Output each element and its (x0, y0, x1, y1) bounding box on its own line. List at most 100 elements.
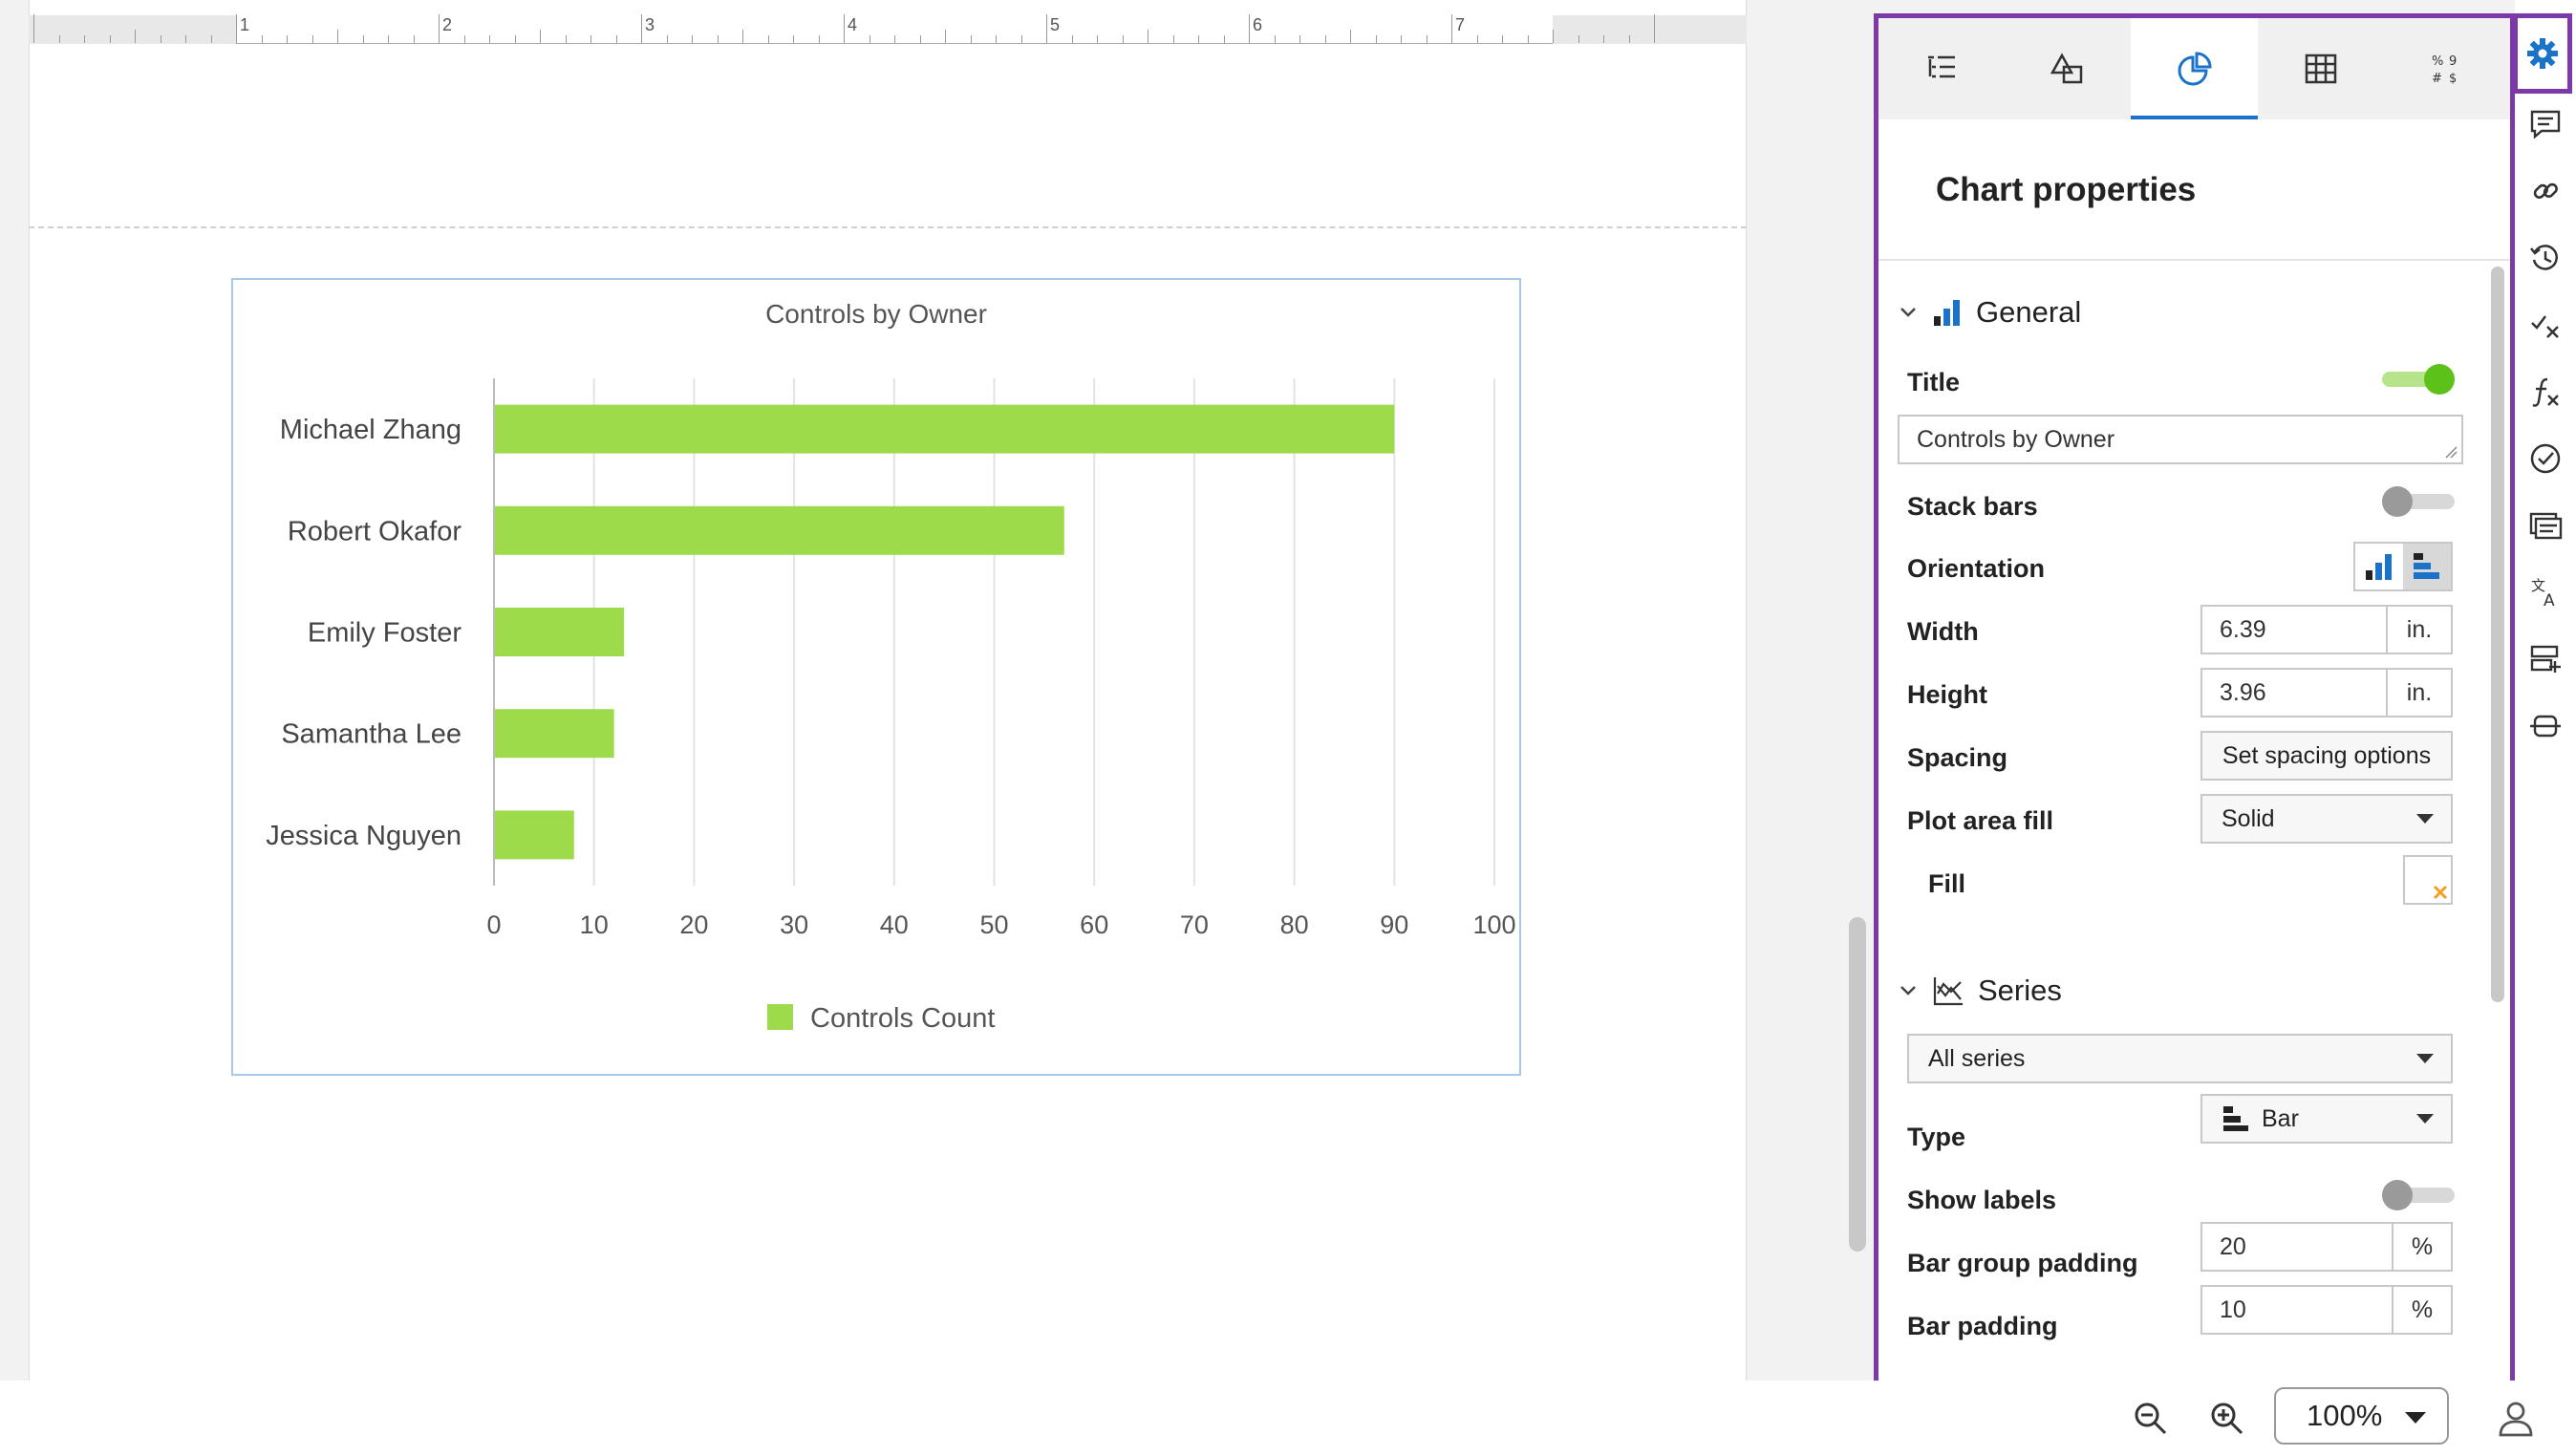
spacing-label: Spacing (1907, 743, 2008, 772)
header-boundary (29, 226, 1747, 228)
panel-divider (1878, 259, 2510, 261)
ruler-right-margin[interactable] (1553, 15, 1747, 44)
ruler-tick (641, 14, 642, 43)
zoom-out-button[interactable] (2127, 1395, 2175, 1443)
bar-padding-input[interactable]: 10 (2200, 1285, 2394, 1335)
chart-object[interactable]: Controls by Owner 0 10 20 30 40 50 60 70 80 90 100 M… (231, 278, 1521, 1076)
ruler-tick (894, 35, 895, 43)
general-section-header[interactable]: General (1898, 295, 2081, 330)
line-chart-icon (1933, 977, 1963, 1006)
ruler-tick (109, 35, 111, 43)
height-input[interactable]: 3.96 (2200, 668, 2388, 717)
x-tick-label: 10 (580, 910, 609, 939)
x-tick-label: 30 (780, 910, 808, 939)
title-input-value: Controls by Owner (1917, 425, 2115, 453)
show-labels-label: Show labels (1907, 1186, 2057, 1214)
x-tick-label: 40 (880, 910, 909, 939)
ruler-tick (1451, 14, 1452, 43)
gear-icon (2527, 38, 2558, 69)
series-type-select[interactable]: Bar (2200, 1094, 2453, 1144)
bar-padding-value: 10 (2220, 1295, 2246, 1323)
ruler-number: 5 (1050, 15, 1061, 34)
tab-shapes[interactable] (2005, 18, 2131, 119)
ruler-tick (1324, 35, 1326, 43)
ruler-tick (945, 30, 946, 43)
approvals-button[interactable] (2515, 428, 2576, 489)
document-scrollbar[interactable] (1849, 917, 1866, 1252)
ruler-tick (1578, 35, 1579, 43)
ruler-tick (439, 14, 440, 43)
width-value: 6.39 (2220, 615, 2266, 643)
settings-button[interactable] (2513, 13, 2572, 94)
series-select-value: All series (1928, 1044, 2026, 1072)
caret-down-icon (2416, 1054, 2434, 1063)
x-tick-label: 80 (1280, 910, 1309, 939)
width-unit: in. (2388, 605, 2453, 654)
tab-list-properties[interactable] (1878, 18, 2005, 119)
plot-area-fill-select[interactable]: Solid (2200, 794, 2453, 844)
panel-title: Chart properties (1936, 171, 2197, 208)
stack-bars-toggle[interactable] (2382, 486, 2455, 517)
history-button[interactable] (2515, 227, 2576, 289)
tab-chart[interactable] (2131, 18, 2258, 119)
no-color-icon (2433, 885, 2448, 900)
comments-button[interactable] (2515, 94, 2576, 155)
title-toggle[interactable] (2382, 364, 2455, 395)
series-type-value: Bar (2262, 1104, 2299, 1132)
series-select[interactable]: All series (1907, 1034, 2453, 1083)
x-tick-label: 50 (979, 910, 1008, 939)
chart-title: Controls by Owner (765, 299, 987, 329)
type-label: Type (1907, 1123, 1966, 1151)
bar-group-padding-input[interactable]: 20 (2200, 1222, 2394, 1272)
bar-padding-label: Bar padding (1907, 1312, 2058, 1340)
resize-handle-icon[interactable] (2444, 445, 2458, 459)
form-fields-button[interactable] (2515, 629, 2576, 690)
y-category-label: Robert Okafor (288, 516, 462, 546)
ruler-tick (1401, 35, 1402, 43)
ruler-tick (388, 35, 389, 43)
ruler[interactable]: 1 2 3 4 5 6 7 (29, 14, 1747, 44)
zoom-value: 100% (2307, 1399, 2383, 1432)
width-label: Width (1907, 617, 1979, 646)
ruler-tick (1097, 35, 1098, 43)
review-button[interactable] (2515, 294, 2576, 355)
pie-chart-icon (2178, 52, 2212, 86)
horizontal-bar-icon (2414, 553, 2439, 579)
ruler-left-margin[interactable] (29, 15, 236, 44)
plot-area-fill-value: Solid (2222, 804, 2275, 832)
links-button[interactable] (2515, 161, 2576, 222)
tab-table[interactable] (2258, 18, 2384, 119)
ruler-number: 1 (240, 15, 250, 34)
width-input[interactable]: 6.39 (2200, 605, 2388, 654)
zoom-select[interactable]: 100% (2274, 1387, 2449, 1445)
zoom-in-button[interactable] (2203, 1395, 2251, 1443)
ruler-tick (590, 35, 591, 43)
set-spacing-options-button[interactable]: Set spacing options (2200, 731, 2453, 781)
captions-button[interactable] (2515, 495, 2576, 556)
panel-scrollbar[interactable] (2491, 267, 2504, 1002)
formula-button[interactable] (2515, 361, 2576, 422)
ruler-tick (666, 35, 668, 43)
caret-down-icon (2416, 814, 2434, 824)
x-tick-label: 100 (1472, 910, 1515, 939)
series-section-header[interactable]: Series (1898, 974, 2062, 1008)
y-category-label: Jessica Nguyen (266, 821, 462, 851)
show-labels-toggle[interactable] (2382, 1180, 2455, 1210)
horizontal-orientation-button[interactable] (2403, 544, 2451, 589)
tab-number-format[interactable]: % 9 # $ (2384, 18, 2510, 119)
vertical-orientation-button[interactable] (2355, 544, 2403, 589)
title-input[interactable]: Controls by Owner (1898, 415, 2463, 464)
zoom-in-icon (2211, 1402, 2243, 1435)
ruler-tick (767, 35, 769, 43)
fill-color-picker[interactable] (2403, 855, 2453, 905)
stack-bars-label: Stack bars (1907, 492, 2038, 521)
list-icon (1928, 55, 1956, 78)
captions-icon (2529, 512, 2563, 540)
account-button[interactable] (2492, 1395, 2540, 1443)
ruler-tick (1375, 35, 1377, 43)
strikethrough-button[interactable] (2515, 696, 2576, 757)
ruler-tick (84, 35, 85, 43)
ruler-tick (692, 35, 693, 43)
caret-down-icon (2416, 1114, 2434, 1124)
